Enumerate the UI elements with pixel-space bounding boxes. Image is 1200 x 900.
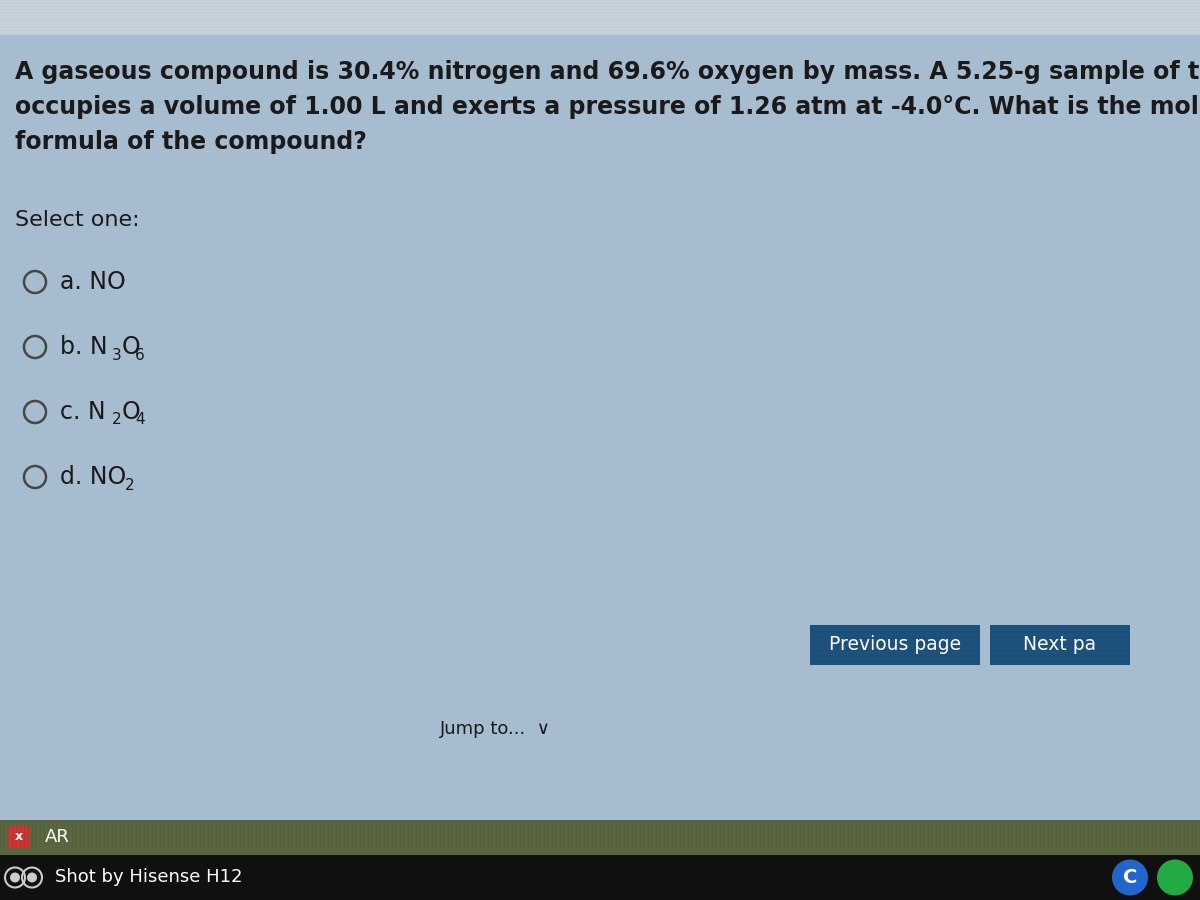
Text: c. N: c. N [60,400,106,424]
Text: b. N: b. N [60,335,108,359]
Text: 2: 2 [125,478,134,492]
Text: O: O [122,400,140,424]
Text: occupies a volume of 1.00 L and exerts a pressure of 1.26 atm at -4.0°C. What is: occupies a volume of 1.00 L and exerts a… [14,95,1200,119]
FancyBboxPatch shape [8,826,30,848]
Text: 2: 2 [112,412,121,427]
Circle shape [28,872,37,883]
FancyBboxPatch shape [0,0,1200,35]
FancyBboxPatch shape [0,820,1200,855]
Text: O: O [122,335,140,359]
Text: x: x [14,831,23,843]
FancyBboxPatch shape [0,855,1200,900]
Text: C: C [1123,868,1138,887]
Text: AR: AR [46,829,70,847]
FancyBboxPatch shape [990,625,1130,665]
Text: Jump to...  ∨: Jump to... ∨ [440,720,551,738]
Text: Previous page: Previous page [829,635,961,654]
Text: 6: 6 [134,347,145,363]
Circle shape [10,872,20,883]
Text: 4: 4 [134,412,145,427]
Text: formula of the compound?: formula of the compound? [14,130,367,154]
Circle shape [1112,860,1148,896]
Circle shape [1157,860,1193,896]
Text: 3: 3 [112,347,121,363]
FancyBboxPatch shape [810,625,980,665]
Text: Select one:: Select one: [14,210,139,230]
Text: A gaseous compound is 30.4% nitrogen and 69.6% oxygen by mass. A 5.25-g sample o: A gaseous compound is 30.4% nitrogen and… [14,60,1200,84]
Text: Next pa: Next pa [1024,635,1097,654]
Text: a. NO: a. NO [60,270,126,294]
Text: Shot by Hisense H12: Shot by Hisense H12 [55,868,242,886]
Text: d. NO: d. NO [60,465,126,489]
